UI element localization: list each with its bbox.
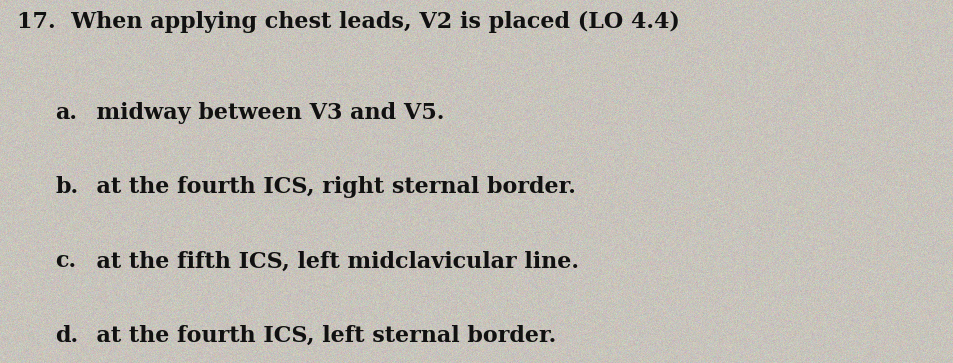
Text: a.: a.: [55, 102, 77, 124]
Text: c.: c.: [55, 250, 76, 273]
Text: 17.  When applying chest leads, V2 is placed (LO 4.4): 17. When applying chest leads, V2 is pla…: [17, 11, 679, 33]
Text: at the fourth ICS, left sternal border.: at the fourth ICS, left sternal border.: [81, 325, 556, 347]
Text: b.: b.: [55, 176, 78, 198]
Text: d.: d.: [55, 325, 78, 347]
Text: at the fifth ICS, left midclavicular line.: at the fifth ICS, left midclavicular lin…: [81, 250, 578, 273]
Text: midway between V3 and V5.: midway between V3 and V5.: [81, 102, 444, 124]
Text: at the fourth ICS, right sternal border.: at the fourth ICS, right sternal border.: [81, 176, 576, 198]
